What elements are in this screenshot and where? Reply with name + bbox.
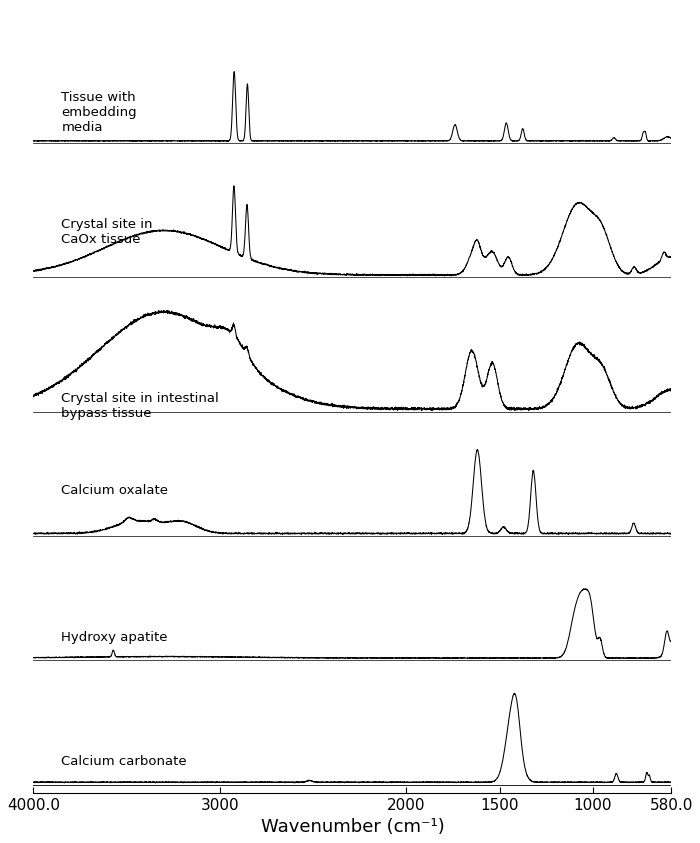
Text: Calcium oxalate: Calcium oxalate bbox=[62, 485, 169, 497]
X-axis label: Wavenumber (cm⁻¹): Wavenumber (cm⁻¹) bbox=[260, 818, 444, 836]
Text: Tissue with
embedding
media: Tissue with embedding media bbox=[62, 92, 137, 135]
Text: Crystal site in
CaOx tissue: Crystal site in CaOx tissue bbox=[62, 217, 153, 246]
Text: Hydroxy apatite: Hydroxy apatite bbox=[62, 631, 168, 643]
Text: Calcium carbonate: Calcium carbonate bbox=[62, 754, 187, 768]
Text: Crystal site in intestinal
bypass tissue: Crystal site in intestinal bypass tissue bbox=[62, 392, 219, 420]
